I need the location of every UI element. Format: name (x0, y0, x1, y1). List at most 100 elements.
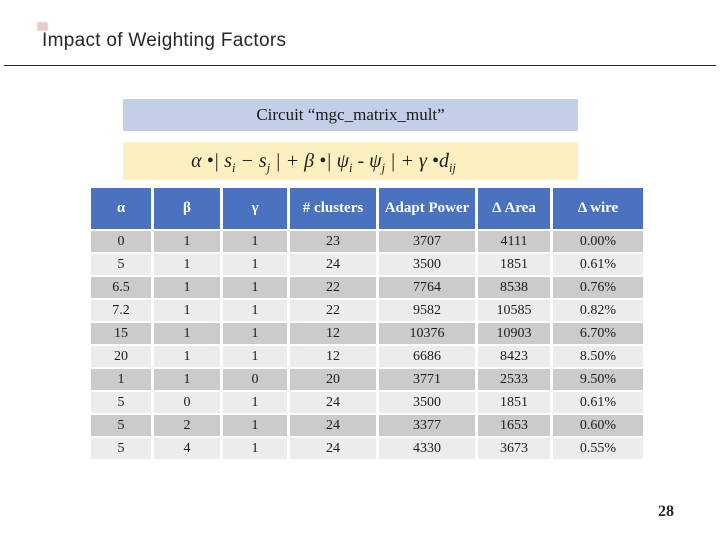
table-cell: 3377 (379, 415, 475, 436)
table-row: 15 1 1 12 10376 10903 6.70% (91, 323, 643, 344)
table-header: α β γ # clusters Adapt Power Δ Area Δ wire (91, 188, 643, 229)
table-cell: 22 (290, 277, 376, 298)
circuit-banner: Circuit “mgc_matrix_mult” (123, 99, 578, 131)
table-header-row: α β γ # clusters Adapt Power Δ Area Δ wire (91, 188, 643, 229)
formula-text: − s (235, 150, 267, 172)
table-cell: 0.00% (553, 231, 643, 252)
table-cell: 0.61% (553, 254, 643, 275)
table-cell: 22 (290, 300, 376, 321)
formula-subscript: ij (448, 161, 456, 175)
table-cell: 7764 (379, 277, 475, 298)
table-cell: 6.5 (91, 277, 151, 298)
table-cell: 3500 (379, 254, 475, 275)
table-cell: 8.50% (553, 346, 643, 367)
table-cell: 24 (290, 438, 376, 459)
table-cell: 1 (223, 323, 287, 344)
table-cell: 4111 (478, 231, 550, 252)
corner-logo-mark (37, 22, 48, 31)
formula-subscript: i (231, 161, 236, 175)
table-cell: 1 (91, 369, 151, 390)
table-cell: 15 (91, 323, 151, 344)
table-cell: 5 (91, 254, 151, 275)
table-cell: 0 (223, 369, 287, 390)
table-cell: 1 (154, 369, 220, 390)
table-cell: 10376 (379, 323, 475, 344)
formula-text: • (319, 150, 327, 172)
table-cell: 10585 (478, 300, 550, 321)
column-header: β (154, 188, 220, 229)
formula-text: | ψ (326, 150, 350, 172)
title-divider (4, 65, 716, 66)
table-cell: 1 (154, 231, 220, 252)
table-row: 5 1 1 24 3500 1851 0.61% (91, 254, 643, 275)
table-cell: 5 (91, 438, 151, 459)
table-cell: 3707 (379, 231, 475, 252)
table-row: 5 2 1 24 3377 1653 0.60% (91, 415, 643, 436)
formula-subscript: j (266, 161, 271, 175)
formula-text: | + γ (385, 150, 432, 172)
formula-text: • (206, 150, 214, 172)
table-cell: 7.2 (91, 300, 151, 321)
column-header: Δ wire (553, 188, 643, 229)
table-cell: 2 (154, 415, 220, 436)
table-cell: 3771 (379, 369, 475, 390)
table-cell: 1 (154, 300, 220, 321)
table-cell: 4330 (379, 438, 475, 459)
table-cell: 24 (290, 415, 376, 436)
slide-title: Impact of Weighting Factors (42, 30, 287, 51)
table-cell: 1 (223, 277, 287, 298)
table-cell: 2533 (478, 369, 550, 390)
table-row: 5 4 1 24 4330 3673 0.55% (91, 438, 643, 459)
table-cell: 0.55% (553, 438, 643, 459)
table-cell: 0 (91, 231, 151, 252)
table-cell: 0.60% (553, 415, 643, 436)
formula-text: | s (213, 150, 232, 172)
column-header: # clusters (290, 188, 376, 229)
formula-text: - ψ (352, 150, 382, 172)
table-cell: 9.50% (553, 369, 643, 390)
table-cell: 1 (154, 277, 220, 298)
column-header: γ (223, 188, 287, 229)
table-cell: 20 (91, 346, 151, 367)
table-cell: 0 (154, 392, 220, 413)
table-cell: 9582 (379, 300, 475, 321)
table-row: 7.2 1 1 22 9582 10585 0.82% (91, 300, 643, 321)
table-cell: 1653 (478, 415, 550, 436)
cost-formula: α •| si − sj | + β •| ψi - ψj | + γ •dij (123, 142, 578, 180)
table-cell: 0.61% (553, 392, 643, 413)
table-cell: 1 (223, 254, 287, 275)
column-header: Adapt Power (379, 188, 475, 229)
table-cell: 23 (290, 231, 376, 252)
table-cell: 12 (290, 323, 376, 344)
table-row: 6.5 1 1 22 7764 8538 0.76% (91, 277, 643, 298)
table-cell: 1851 (478, 392, 550, 413)
table-cell: 1 (223, 300, 287, 321)
formula-text: • (431, 150, 439, 172)
table-cell: 0.82% (553, 300, 643, 321)
table-cell: 1 (154, 254, 220, 275)
table-cell: 24 (290, 392, 376, 413)
table-cell: 1851 (478, 254, 550, 275)
table-cell: 10903 (478, 323, 550, 344)
formula-text: | + β (270, 150, 320, 172)
table-cell: 1 (154, 323, 220, 344)
table-cell: 1 (223, 415, 287, 436)
table-cell: 24 (290, 254, 376, 275)
table-cell: 1 (223, 231, 287, 252)
table-cell: 8538 (478, 277, 550, 298)
formula-text: α (191, 150, 207, 172)
table-cell: 3500 (379, 392, 475, 413)
table-cell: 5 (91, 415, 151, 436)
table-cell: 8423 (478, 346, 550, 367)
table-cell: 4 (154, 438, 220, 459)
table-cell: 1 (223, 392, 287, 413)
table-row: 5 0 1 24 3500 1851 0.61% (91, 392, 643, 413)
table-cell: 1 (223, 438, 287, 459)
table-cell: 1 (154, 346, 220, 367)
table-body: 0 1 1 23 3707 4111 0.00% 5 1 1 24 3500 1851 0.61% 6.5 1… (91, 231, 643, 459)
formula-text: d (438, 150, 449, 172)
table-cell: 12 (290, 346, 376, 367)
formula-subscript: i (349, 161, 353, 175)
